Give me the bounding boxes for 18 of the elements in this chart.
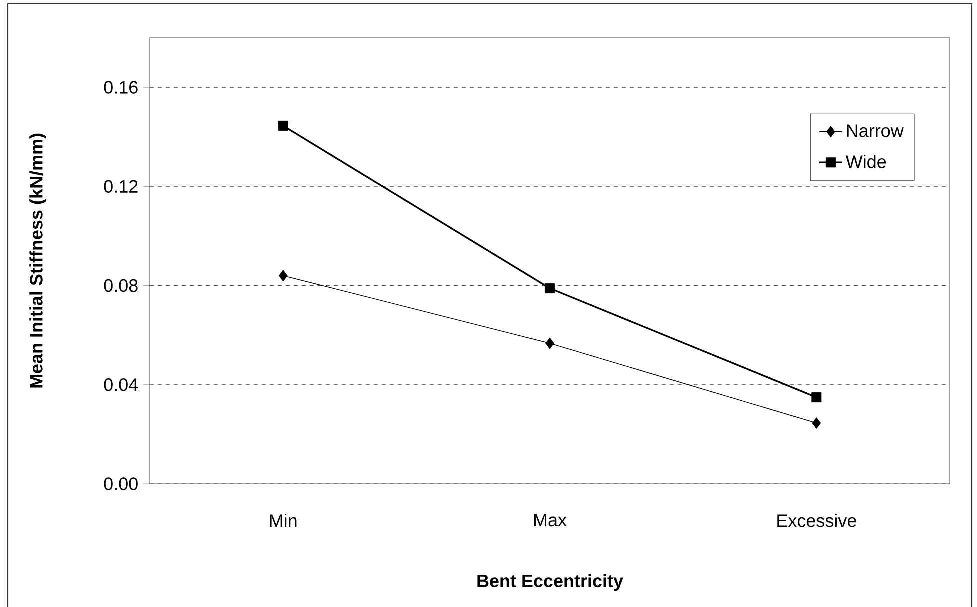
y-axis-title: Mean Initial Stiffness (kN/mm) <box>30 134 46 388</box>
legend-label: Narrow <box>847 124 904 138</box>
y-tick-label: 0.00 <box>104 478 138 490</box>
point <box>812 392 822 403</box>
y-tick-label: 0.08 <box>104 279 138 292</box>
point <box>278 270 288 282</box>
y-tick-label: 0.16 <box>104 81 138 94</box>
x-tick-label: Min <box>270 514 297 528</box>
point <box>812 417 822 430</box>
y-tick-label: 0.04 <box>104 378 138 392</box>
legend-label: Wide <box>846 155 886 168</box>
x-axis-title: Bent Eccentricity <box>478 574 624 592</box>
point <box>546 338 554 350</box>
x-tick-label: Excessive <box>778 514 856 528</box>
x-tick-label: Max <box>534 514 567 527</box>
y-tick-label: 0.12 <box>104 180 138 194</box>
point <box>545 284 556 294</box>
point <box>278 120 288 131</box>
